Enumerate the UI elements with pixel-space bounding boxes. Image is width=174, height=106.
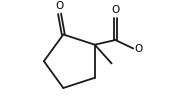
- Text: O: O: [111, 5, 120, 15]
- Text: O: O: [134, 44, 142, 54]
- Text: O: O: [56, 1, 64, 11]
